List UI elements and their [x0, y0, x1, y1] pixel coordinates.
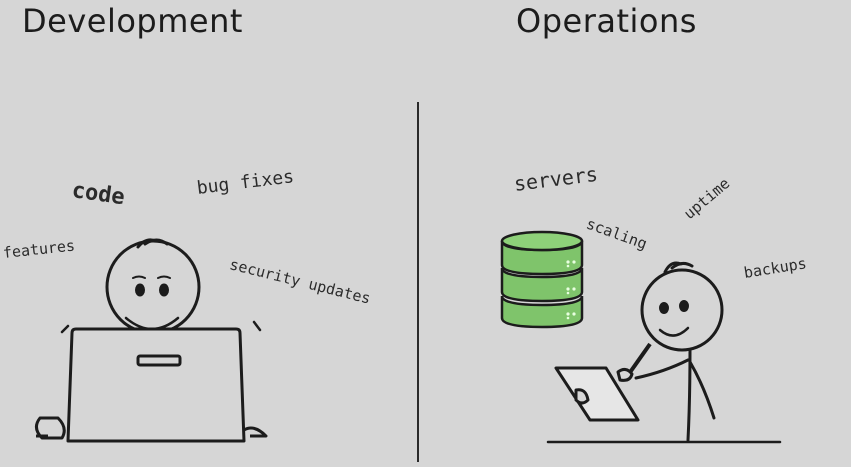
laptop	[36, 327, 266, 443]
operator-left-eye	[659, 302, 669, 314]
operator-smile	[658, 326, 690, 337]
laptop-logo	[136, 354, 182, 367]
server-stack	[500, 230, 584, 329]
developer-figure	[35, 238, 268, 440]
operator-hair	[663, 261, 694, 274]
developer-right-eye	[159, 283, 169, 297]
operations-title: Operations	[516, 2, 697, 40]
server-lights	[566, 260, 576, 320]
motion-marks	[60, 320, 262, 334]
clipboard	[554, 342, 652, 422]
operator-right-eye	[679, 300, 689, 312]
developer-brows	[132, 275, 171, 279]
operator-arm-left	[634, 358, 690, 380]
developer-left-eye	[135, 283, 145, 297]
operator-figure	[546, 261, 782, 444]
server-unit-bottom	[500, 295, 584, 329]
developer-hands	[35, 416, 268, 440]
developer-head	[105, 239, 201, 335]
server-unit-middle	[500, 267, 584, 303]
pen-hand	[616, 367, 634, 382]
server-lid	[500, 230, 584, 252]
operator-body	[686, 348, 692, 442]
operator-arm-right	[688, 360, 716, 420]
development-title: Development	[22, 2, 243, 40]
clipboard-hand	[574, 388, 590, 405]
developer-hair	[136, 238, 169, 249]
laptop-lid	[66, 327, 246, 443]
